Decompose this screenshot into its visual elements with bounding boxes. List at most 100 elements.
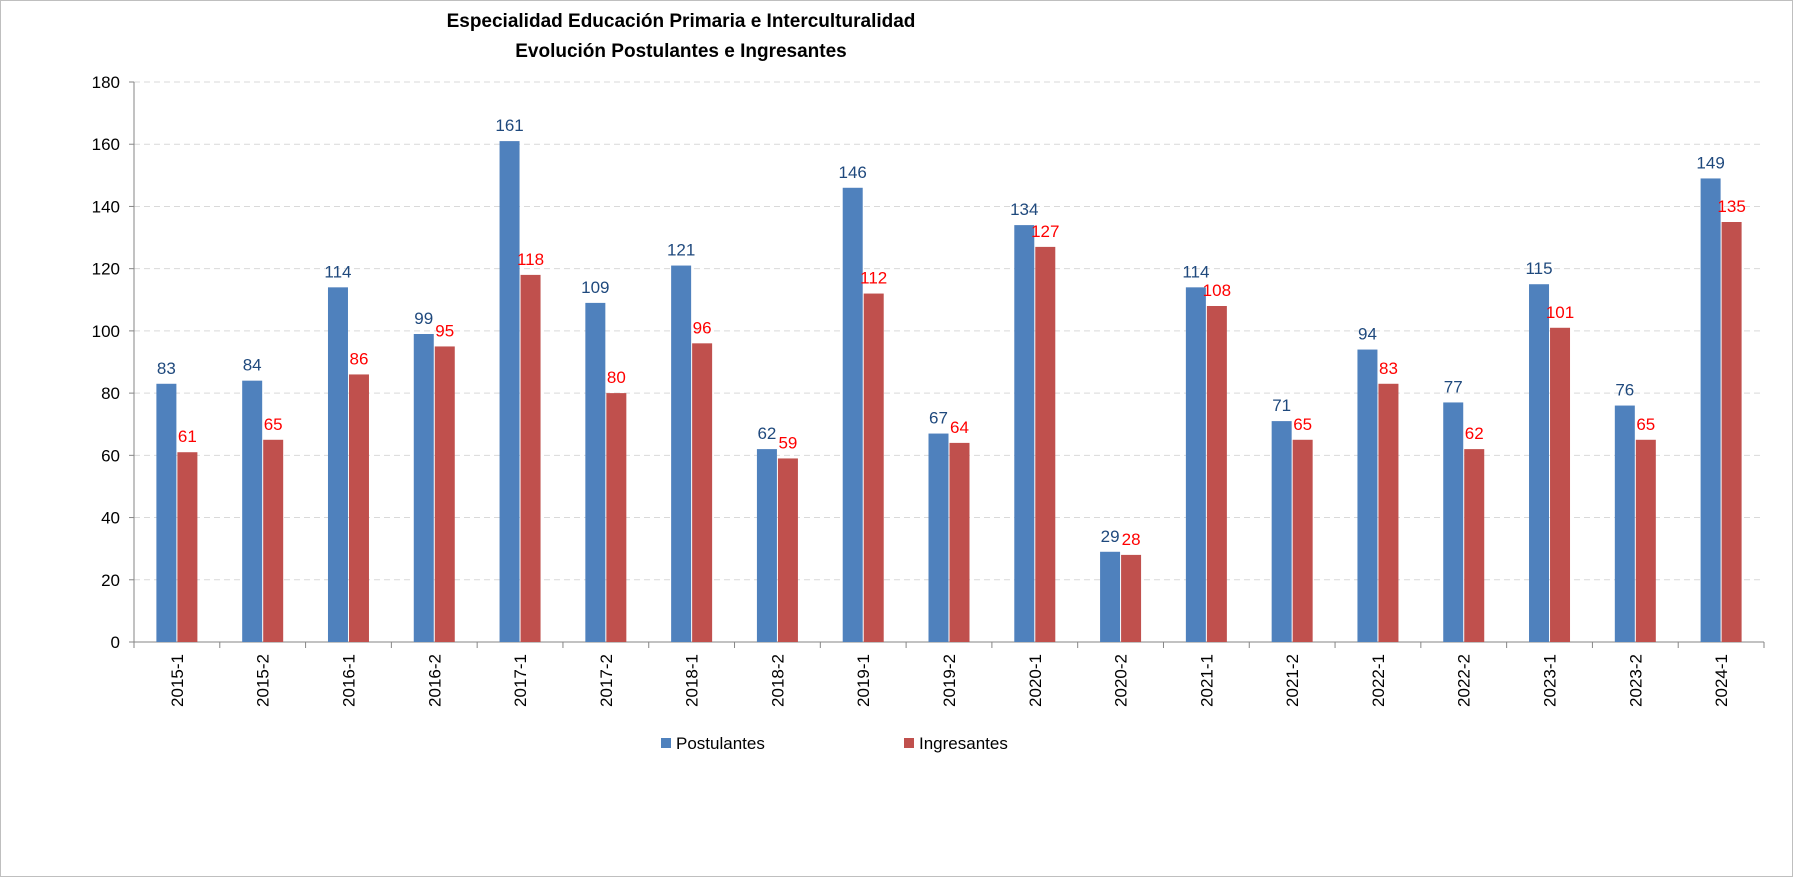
bar-ingresantes bbox=[520, 274, 541, 642]
bar-postulantes bbox=[928, 433, 949, 642]
legend-swatch-postulantes bbox=[661, 738, 671, 748]
bar-postulantes bbox=[1100, 551, 1121, 642]
x-tick-label: 2018-2 bbox=[768, 654, 787, 707]
bar-ingresantes bbox=[606, 393, 627, 642]
data-label: 77 bbox=[1444, 377, 1463, 396]
data-label: 99 bbox=[414, 309, 433, 328]
x-tick-label: 2019-2 bbox=[940, 654, 959, 707]
y-tick-label: 100 bbox=[92, 322, 120, 341]
x-tick-label: 2015-1 bbox=[168, 654, 187, 707]
bar-ingresantes bbox=[434, 346, 455, 642]
x-tick-label: 2019-1 bbox=[854, 654, 873, 707]
data-label: 95 bbox=[435, 321, 454, 340]
bar-postulantes bbox=[1271, 421, 1292, 642]
data-label: 134 bbox=[1010, 200, 1038, 219]
bar-postulantes bbox=[1014, 225, 1035, 642]
bar-ingresantes bbox=[1464, 449, 1485, 642]
bar-postulantes bbox=[327, 287, 348, 642]
legend-swatch-ingresantes bbox=[904, 738, 914, 748]
x-tick-label: 2022-1 bbox=[1369, 654, 1388, 707]
bar-ingresantes bbox=[692, 343, 713, 642]
bar-postulantes bbox=[1357, 349, 1378, 642]
bar-postulantes bbox=[585, 302, 606, 642]
bar-ingresantes bbox=[1292, 439, 1313, 642]
data-label: 161 bbox=[495, 116, 523, 135]
bar-postulantes bbox=[156, 383, 177, 642]
data-label: 112 bbox=[860, 269, 887, 288]
x-tick-label: 2020-2 bbox=[1112, 654, 1131, 707]
data-label: 71 bbox=[1272, 396, 1291, 415]
bar-ingresantes bbox=[1550, 327, 1571, 642]
bar-ingresantes bbox=[777, 458, 798, 642]
x-tick-label: 2023-2 bbox=[1626, 654, 1645, 707]
data-label: 64 bbox=[950, 418, 969, 437]
bar-postulantes bbox=[1443, 402, 1464, 642]
data-label: 62 bbox=[757, 424, 776, 443]
data-label: 84 bbox=[243, 356, 262, 375]
x-tick-label: 2021-2 bbox=[1283, 654, 1302, 707]
data-label: 96 bbox=[693, 318, 712, 337]
y-tick-label: 40 bbox=[101, 509, 120, 528]
bar-postulantes bbox=[1185, 287, 1206, 642]
data-label: 59 bbox=[778, 433, 797, 452]
data-label: 83 bbox=[1379, 359, 1398, 378]
bar-postulantes bbox=[1529, 284, 1550, 642]
x-tick-label: 2021-1 bbox=[1197, 654, 1216, 707]
y-tick-label: 0 bbox=[111, 633, 120, 652]
bar-ingresantes bbox=[949, 442, 970, 642]
data-label: 109 bbox=[581, 278, 609, 297]
data-label: 76 bbox=[1615, 381, 1634, 400]
bar-ingresantes bbox=[348, 374, 369, 642]
bar-ingresantes bbox=[263, 439, 284, 642]
bar-postulantes bbox=[413, 334, 434, 642]
bar-postulantes bbox=[1700, 178, 1721, 642]
bar-ingresantes bbox=[863, 293, 884, 642]
bar-ingresantes bbox=[1206, 306, 1227, 642]
data-label: 115 bbox=[1525, 259, 1552, 278]
data-label: 28 bbox=[1122, 530, 1141, 549]
data-label: 67 bbox=[929, 409, 948, 428]
data-label: 94 bbox=[1358, 325, 1377, 344]
data-label: 118 bbox=[517, 250, 544, 269]
x-tick-label: 2018-1 bbox=[683, 654, 702, 707]
data-label: 62 bbox=[1465, 424, 1484, 443]
x-tick-label: 2024-1 bbox=[1712, 654, 1731, 707]
bar-ingresantes bbox=[1721, 222, 1742, 642]
data-label: 114 bbox=[1182, 262, 1209, 281]
data-label: 65 bbox=[1293, 415, 1312, 434]
bar-ingresantes bbox=[1121, 554, 1142, 642]
bar-postulantes bbox=[671, 265, 692, 642]
bar-postulantes bbox=[499, 141, 520, 642]
data-label: 101 bbox=[1546, 303, 1574, 322]
y-tick-label: 140 bbox=[92, 197, 120, 216]
data-label: 108 bbox=[1203, 281, 1231, 300]
data-label: 135 bbox=[1717, 197, 1745, 216]
data-label: 86 bbox=[350, 349, 369, 368]
data-label: 61 bbox=[178, 427, 197, 446]
y-tick-label: 20 bbox=[101, 571, 120, 590]
bar-ingresantes bbox=[1035, 246, 1056, 642]
data-label: 65 bbox=[1636, 415, 1655, 434]
data-label: 121 bbox=[667, 241, 695, 260]
chart-title: Especialidad Educación Primaria e Interc… bbox=[446, 11, 916, 32]
data-label: 149 bbox=[1696, 153, 1724, 172]
data-label: 114 bbox=[324, 262, 351, 281]
x-tick-label: 2016-2 bbox=[425, 654, 444, 707]
y-tick-label: 160 bbox=[92, 135, 120, 154]
x-tick-label: 2022-2 bbox=[1455, 654, 1474, 707]
data-label: 146 bbox=[839, 163, 867, 182]
chart-subtitle: Evolución Postulantes e Ingresantes bbox=[515, 41, 847, 62]
x-tick-label: 2017-2 bbox=[597, 654, 616, 707]
data-label: 29 bbox=[1101, 527, 1120, 546]
x-tick-label: 2015-2 bbox=[254, 654, 273, 707]
data-label: 80 bbox=[607, 368, 626, 387]
y-tick-label: 120 bbox=[92, 260, 120, 279]
y-tick-label: 80 bbox=[101, 384, 120, 403]
bar-postulantes bbox=[756, 449, 777, 642]
data-label: 65 bbox=[264, 415, 283, 434]
x-tick-label: 2023-1 bbox=[1541, 654, 1560, 707]
bar-postulantes bbox=[842, 187, 863, 642]
x-tick-label: 2016-1 bbox=[339, 654, 358, 707]
